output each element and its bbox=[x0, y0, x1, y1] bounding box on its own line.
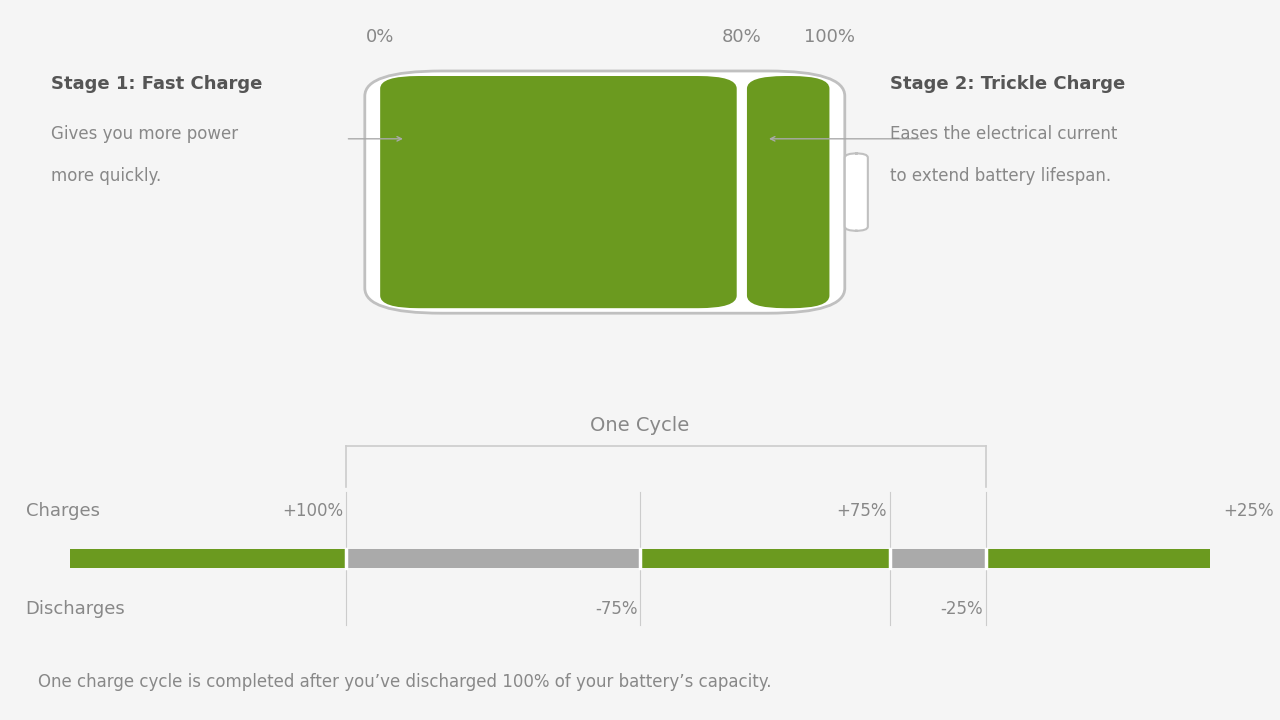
Bar bbox=[890, 549, 986, 568]
Bar bbox=[640, 549, 890, 568]
FancyBboxPatch shape bbox=[845, 153, 868, 231]
Text: 80%: 80% bbox=[722, 28, 762, 46]
Text: -75%: -75% bbox=[595, 600, 637, 618]
FancyBboxPatch shape bbox=[748, 76, 829, 308]
Bar bbox=[346, 549, 640, 568]
FancyBboxPatch shape bbox=[365, 71, 845, 313]
Text: more quickly.: more quickly. bbox=[51, 167, 161, 185]
Text: Gives you more power: Gives you more power bbox=[51, 125, 238, 143]
Text: Discharges: Discharges bbox=[26, 600, 125, 618]
Text: to extend battery lifespan.: to extend battery lifespan. bbox=[890, 167, 1111, 185]
Text: Charges: Charges bbox=[26, 502, 100, 520]
Bar bbox=[70, 549, 346, 568]
Text: 100%: 100% bbox=[804, 28, 855, 46]
Text: Eases the electrical current: Eases the electrical current bbox=[890, 125, 1117, 143]
Text: +25%: +25% bbox=[1222, 502, 1274, 520]
Text: Stage 1: Fast Charge: Stage 1: Fast Charge bbox=[51, 75, 262, 93]
Text: Stage 2: Trickle Charge: Stage 2: Trickle Charge bbox=[890, 75, 1125, 93]
Text: +100%: +100% bbox=[282, 502, 343, 520]
Text: One charge cycle is completed after you’ve discharged 100% of your battery’s cap: One charge cycle is completed after you’… bbox=[38, 673, 772, 691]
FancyBboxPatch shape bbox=[380, 76, 737, 308]
Text: One Cycle: One Cycle bbox=[590, 416, 690, 435]
Text: -25%: -25% bbox=[941, 600, 983, 618]
Bar bbox=[986, 549, 1210, 568]
Text: 0%: 0% bbox=[366, 28, 394, 46]
Text: +75%: +75% bbox=[837, 502, 887, 520]
